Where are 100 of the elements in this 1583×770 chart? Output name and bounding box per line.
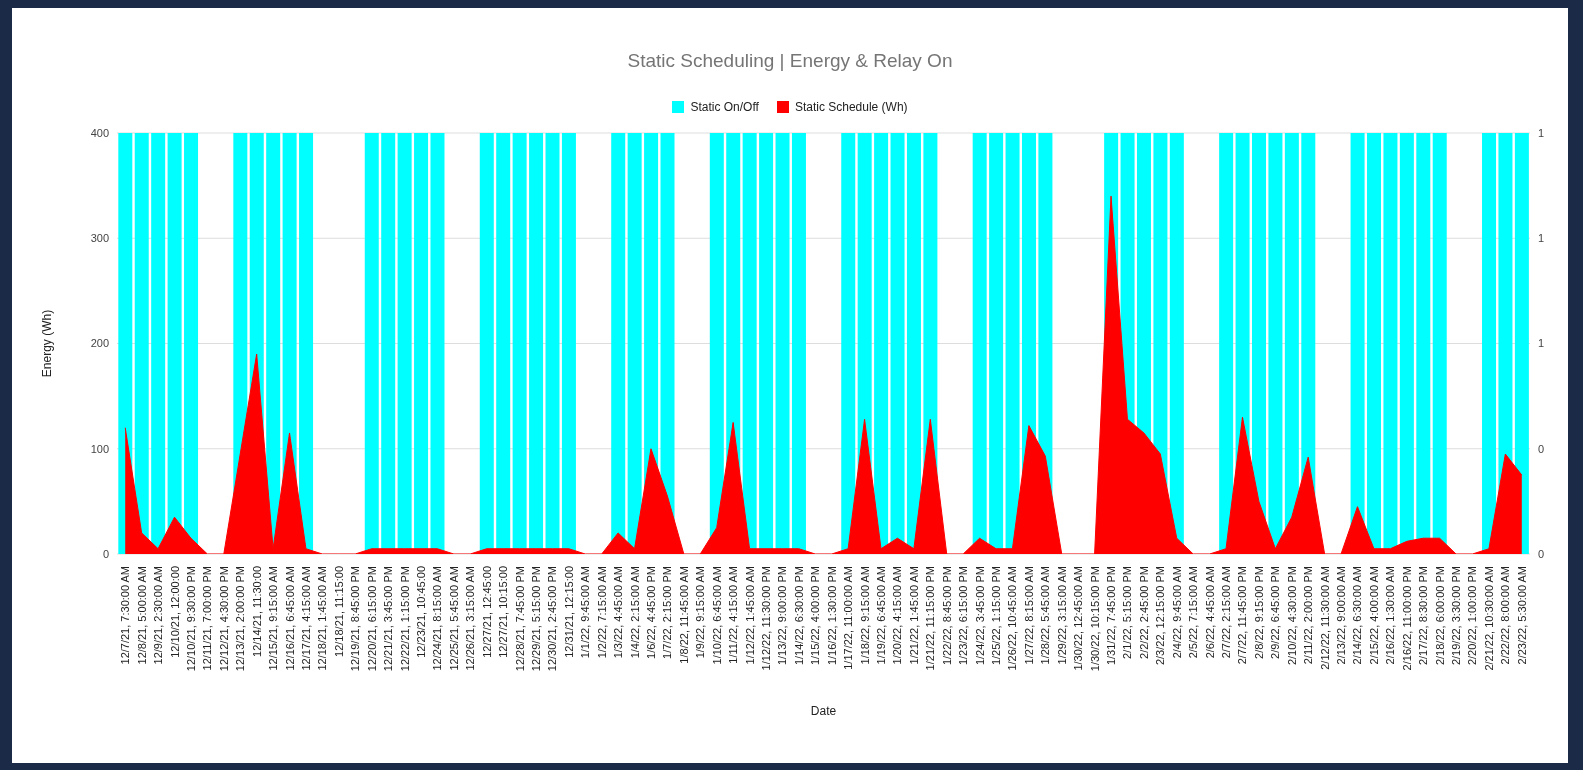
x-tick-label: 12/13/21, 2:00:00 PM xyxy=(234,566,247,672)
x-tick-label: 2/12/22, 11:30:00 AM xyxy=(1318,566,1331,670)
x-tick-label: 1/12/22, 1:45:00 AM xyxy=(743,566,756,665)
x-tick-label: 12/16/21, 6:45:00 AM xyxy=(283,566,296,671)
x-tick-label: 2/3/22, 12:15:00 PM xyxy=(1154,566,1167,666)
x-tick-label: 2/21/22, 10:30:00 AM xyxy=(1482,566,1495,671)
x-tick-label: 2/16/22, 1:30:00 AM xyxy=(1384,566,1397,665)
x-tick-label: 1/14/22, 6:30:00 PM xyxy=(792,566,805,666)
x-tick-label: 1/28/22, 5:45:00 AM xyxy=(1039,566,1052,665)
x-tick-label: 12/30/21, 2:45:00 PM xyxy=(546,566,559,672)
x-tick-label: 2/6/22, 4:45:00 AM xyxy=(1203,566,1216,659)
x-tick-label: 12/8/21, 5:00:00 AM xyxy=(135,566,148,665)
x-tick-label: 12/26/21, 3:15:00 AM xyxy=(464,566,477,671)
x-tick-label: 1/2/22, 7:15:00 AM xyxy=(595,566,608,659)
y-tick-label: 300 xyxy=(90,232,109,245)
x-tick-label: 1/21/22, 11:15:00 PM xyxy=(924,566,937,671)
x-tick-label: 2/5/22, 7:15:00 AM xyxy=(1187,566,1200,659)
x-tick-label: 1/10/22, 6:45:00 AM xyxy=(710,566,723,665)
x-tick-label: 1/19/22, 6:45:00 AM xyxy=(875,566,888,665)
x-tick-label: 2/19/22, 3:30:00 PM xyxy=(1450,566,1463,666)
y-axis-title: Energy (Wh) xyxy=(40,309,55,378)
x-tick-label: 1/29/22, 3:15:00 AM xyxy=(1055,566,1068,665)
x-tick-label: 1/13/22, 9:00:00 PM xyxy=(776,566,789,666)
x-tick-label: 1/23/22, 6:15:00 PM xyxy=(957,566,970,666)
x-tick-label: 12/29/21, 5:15:00 PM xyxy=(529,566,542,672)
x-tick-label: 1/20/22, 4:15:00 AM xyxy=(891,566,904,665)
x-tick-label: 12/27/21, 10:15:00 xyxy=(497,566,510,658)
x-tick-label: 12/31/21, 12:15:00 xyxy=(562,566,575,658)
x-tick-label: 1/1/22, 9:45:00 AM xyxy=(579,566,592,659)
x-tick-label: 12/17/21, 4:15:00 AM xyxy=(299,566,312,671)
x-tick-label: 12/11/21, 7:00:00 PM xyxy=(201,566,214,671)
x-tick-label: 2/23/22, 5:30:00 AM xyxy=(1515,566,1528,665)
x-tick-label: 1/4/22, 2:15:00 AM xyxy=(628,566,641,659)
x-tick-label: 2/7/22, 2:15:00 AM xyxy=(1220,566,1233,659)
x-tick-label: 2/13/22, 9:00:00 AM xyxy=(1335,566,1348,665)
x-tick-label: 12/23/21, 10:45:00 xyxy=(414,566,427,658)
x-tick-label: 1/15/22, 4:00:00 PM xyxy=(809,566,822,666)
y-tick-label: 100 xyxy=(90,442,109,455)
x-tick-label: 12/18/21, 1:45:00 AM xyxy=(316,566,329,671)
x-tick-label: 12/24/21, 8:15:00 AM xyxy=(431,566,444,671)
x-tick-label: 12/19/21, 8:45:00 PM xyxy=(349,566,362,672)
x-tick-label: 1/22/22, 8:45:00 PM xyxy=(940,566,953,666)
x-tick-label: 12/22/21, 1:15:00 PM xyxy=(398,566,411,672)
x-tick-label: 12/9/21, 2:30:00 AM xyxy=(152,566,165,665)
x-tick-label: 12/25/21, 5:45:00 AM xyxy=(447,566,460,671)
x-tick-label: 2/2/22, 2:45:00 PM xyxy=(1137,566,1150,659)
x-tick-label: 1/30/22, 12:45:00 AM xyxy=(1072,566,1085,671)
y-tick-label: 200 xyxy=(90,337,109,350)
x-tick-label: 1/8/22, 11:45:00 AM xyxy=(677,566,690,664)
x-tick-label: 1/16/22, 1:30:00 PM xyxy=(825,566,838,666)
x-tick-label: 2/22/22, 8:00:00 AM xyxy=(1499,566,1512,665)
x-tick-label: 12/18/21, 11:15:00 xyxy=(332,566,345,657)
y-tick-label: 400 xyxy=(90,126,109,139)
x-tick-label: 12/10/21, 12:00:00 xyxy=(168,566,181,658)
legend-label: Static Schedule (Wh) xyxy=(794,100,908,114)
x-tick-label: 2/18/22, 6:00:00 PM xyxy=(1433,566,1446,666)
x-tick-label: 12/10/21, 9:30:00 PM xyxy=(184,566,197,672)
x-tick-label: 2/14/22, 6:30:00 AM xyxy=(1351,566,1364,665)
x-tick-label: 2/16/22, 11:00:00 PM xyxy=(1400,566,1413,671)
x-tick-label: 12/27/21, 12:45:00 xyxy=(480,566,493,658)
x-tick-label: 1/3/22, 4:45:00 AM xyxy=(612,566,625,659)
x-tick-label: 2/10/22, 4:30:00 PM xyxy=(1285,566,1298,666)
y2-tick-label: 0 xyxy=(1538,442,1545,455)
x-tick-label: 12/20/21, 6:15:00 PM xyxy=(365,566,378,672)
x-tick-label: 2/1/22, 5:15:00 PM xyxy=(1121,566,1134,659)
y-tick-label: 0 xyxy=(102,547,109,560)
x-tick-label: 12/14/21, 11:30:00 xyxy=(250,566,263,657)
x-tick-label: 1/12/22, 11:30:00 PM xyxy=(759,566,772,671)
y2-tick-label: 1 xyxy=(1538,337,1545,350)
x-tick-label: 1/11/22, 4:15:00 AM xyxy=(727,566,740,664)
x-tick-label: 2/17/22, 8:30:00 PM xyxy=(1417,566,1430,666)
x-tick-label: 12/12/21, 4:30:00 PM xyxy=(217,566,230,672)
x-tick-label: 1/18/22, 9:15:00 AM xyxy=(858,566,871,665)
y2-tick-label: 1 xyxy=(1538,126,1545,139)
x-tick-label: 2/7/22, 11:45:00 PM xyxy=(1236,566,1249,665)
chart-title: Static Scheduling | Energy & Relay On xyxy=(626,50,954,72)
x-tick-label: 12/28/21, 7:45:00 PM xyxy=(513,566,526,672)
x-tick-label: 1/30/22, 10:15:00 PM xyxy=(1088,566,1101,672)
x-tick-label: 2/8/22, 9:15:00 PM xyxy=(1252,566,1265,659)
x-axis-title: Date xyxy=(810,704,837,718)
x-tick-label: 1/24/22, 3:45:00 PM xyxy=(973,566,986,666)
x-tick-label: 1/6/22, 4:45:00 PM xyxy=(644,566,657,659)
x-tick-label: 1/27/22, 8:15:00 AM xyxy=(1022,566,1035,665)
x-tick-label: 12/21/21, 3:45:00 PM xyxy=(382,566,395,672)
x-tick-label: 1/21/22, 1:45:00 AM xyxy=(907,566,920,665)
x-tick-label: 12/7/21, 7:30:00 AM xyxy=(119,566,132,665)
x-tick-label: 2/11/22, 2:00:00 PM xyxy=(1302,566,1315,665)
y2-tick-label: 0 xyxy=(1538,547,1545,560)
x-tick-label: 2/9/22, 6:45:00 PM xyxy=(1269,566,1282,659)
x-tick-label: 12/15/21, 9:15:00 AM xyxy=(267,566,280,671)
y2-tick-label: 1 xyxy=(1538,232,1545,245)
x-tick-label: 1/9/22, 9:15:00 AM xyxy=(694,566,707,659)
x-tick-label: 2/4/22, 9:45:00 AM xyxy=(1170,566,1183,659)
x-tick-label: 2/15/22, 4:00:00 AM xyxy=(1367,566,1380,665)
x-tick-label: 1/31/22, 7:45:00 PM xyxy=(1105,566,1118,666)
legend-label: Static On/Off xyxy=(690,100,759,114)
x-tick-label: 1/26/22, 10:45:00 AM xyxy=(1006,566,1019,671)
x-tick-label: 1/17/22, 11:00:00 AM xyxy=(842,566,855,670)
x-tick-label: 1/25/22, 1:15:00 PM xyxy=(990,566,1003,666)
x-tick-label: 1/7/22, 2:15:00 PM xyxy=(661,566,674,659)
